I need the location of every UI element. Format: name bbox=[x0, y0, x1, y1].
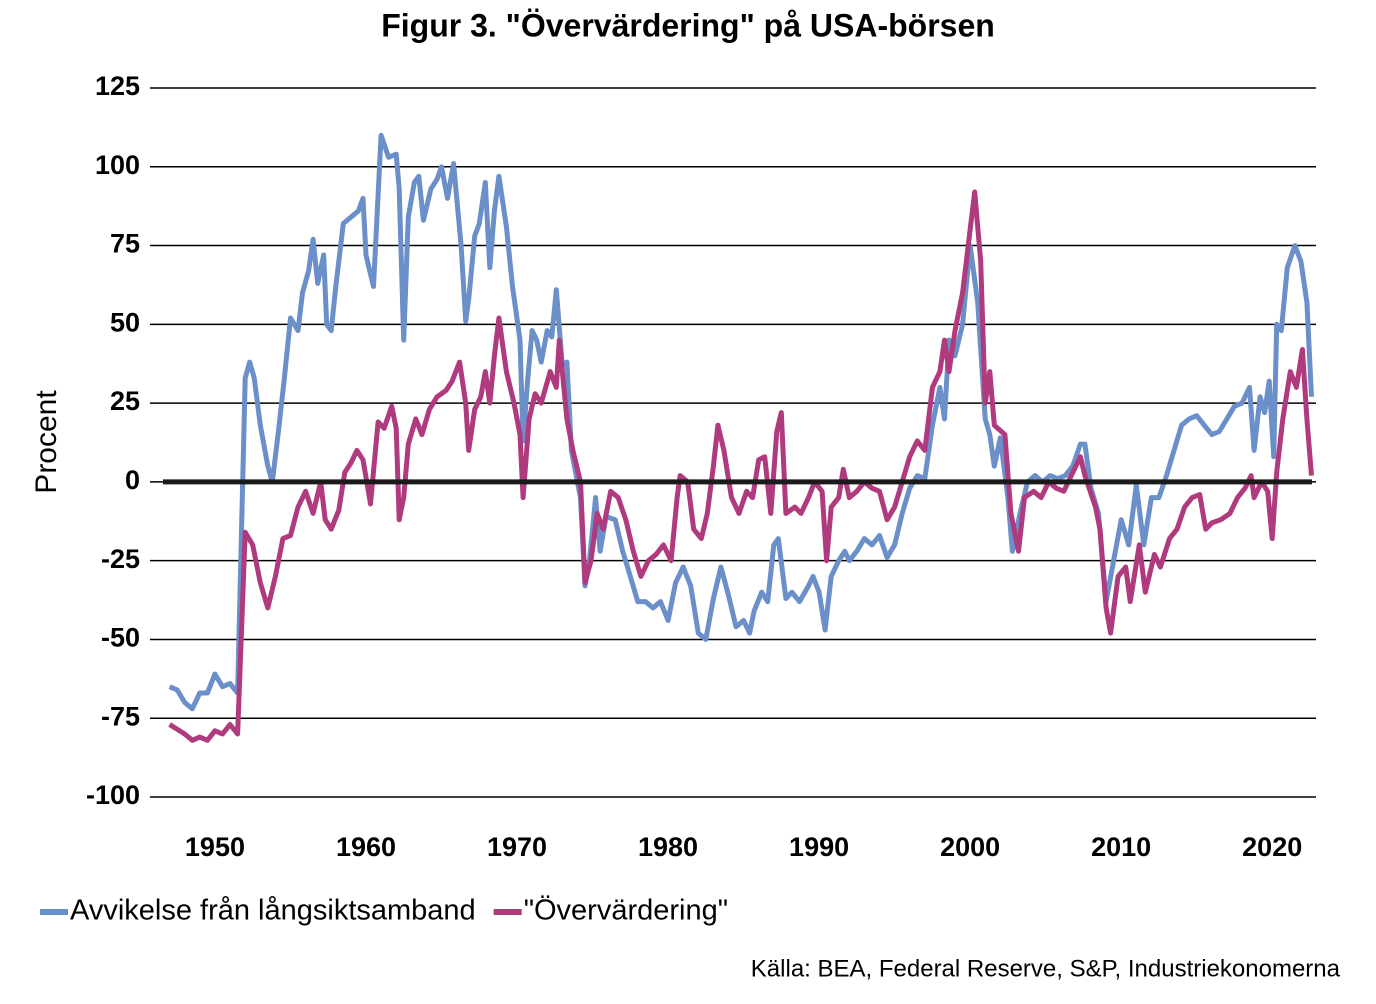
y-axis-label: Procent bbox=[30, 390, 63, 494]
x-tick-label: 1970 bbox=[487, 832, 547, 862]
y-tick-label: 0 bbox=[125, 465, 140, 495]
y-tick-label: -75 bbox=[101, 701, 140, 731]
y-tick-label: 75 bbox=[110, 229, 140, 259]
y-tick-label: 100 bbox=[95, 150, 140, 180]
y-tick-label: -50 bbox=[101, 623, 140, 653]
x-tick-label: 1960 bbox=[336, 832, 396, 862]
y-tick-label: -100 bbox=[86, 780, 140, 810]
x-tick-label: 1950 bbox=[185, 832, 245, 862]
y-tick-label: 50 bbox=[110, 307, 140, 337]
x-tick-label: 1980 bbox=[638, 832, 698, 862]
y-tick-label: -25 bbox=[101, 544, 140, 574]
source: Källa: BEA, Federal Reserve, S&P, Indust… bbox=[751, 955, 1341, 982]
y-tick-label: 125 bbox=[95, 71, 140, 101]
x-tick-label: 2020 bbox=[1242, 832, 1302, 862]
x-tick-label: 2000 bbox=[940, 832, 1000, 862]
series-line bbox=[168, 132, 1314, 712]
x-tick-label: 2010 bbox=[1091, 832, 1151, 862]
legend-label: "Övervärdering" bbox=[524, 895, 728, 927]
x-tick-label: 1990 bbox=[789, 832, 849, 862]
series-line bbox=[168, 189, 1314, 743]
y-tick-label: 25 bbox=[110, 386, 140, 416]
legend-label: Avvikelse från långsiktsamband bbox=[70, 895, 476, 927]
chart-title: Figur 3. "Övervärdering" på USA-börsen bbox=[381, 7, 995, 43]
